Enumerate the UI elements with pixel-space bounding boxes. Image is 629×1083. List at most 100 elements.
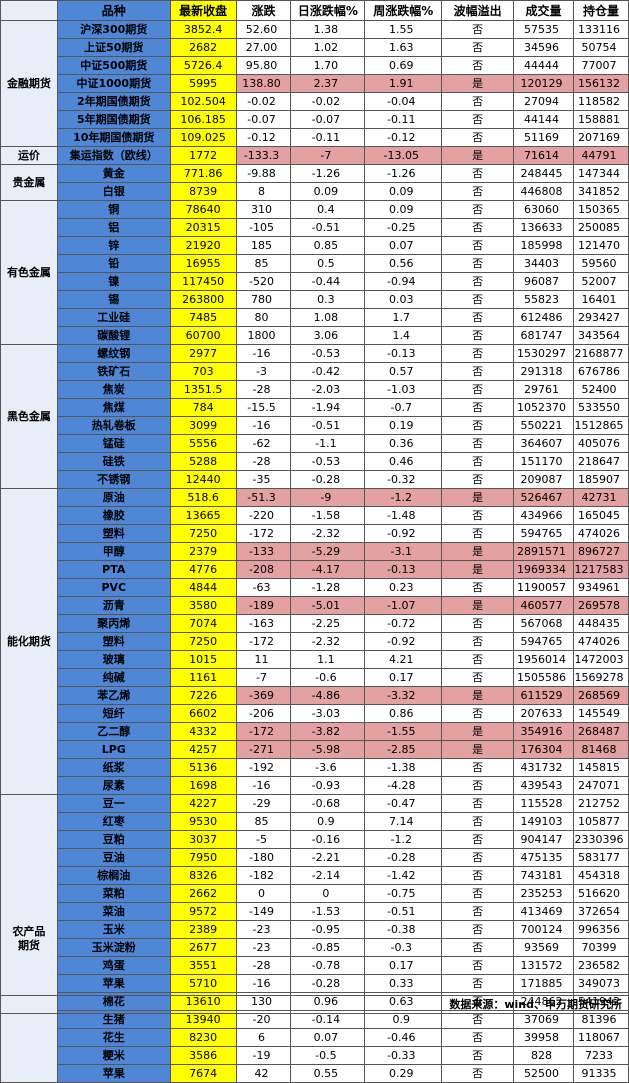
close-cell: 13665 [169, 506, 237, 525]
table-row: 能化期货 原油 518.6 -51.3 -9 -1.2 是 526467 42731 [0, 488, 629, 795]
variety-cell: 原油 [56, 488, 171, 507]
week-pct-cell: -3.32 [364, 686, 443, 705]
change-cell: 1800 [235, 326, 292, 345]
table-row: 不锈钢 12440 -35 -0.28 -0.32 否 209087 185907 [1, 470, 629, 489]
day-pct-cell: 0.3 [290, 290, 366, 309]
volume-cell: 354916 [513, 722, 574, 741]
volume-cell: 44144 [513, 110, 574, 129]
table-row: 纸浆 5136 -192 -3.6 -1.38 否 431732 145815 [1, 758, 629, 777]
section-label: 农产品期货 [0, 794, 58, 1083]
volume-cell: 115528 [513, 794, 574, 813]
table-row: 棕榈油 8326 -182 -2.14 -1.42 否 743181 454318 [1, 866, 629, 885]
week-pct-cell: -0.75 [364, 884, 443, 903]
week-pct-cell: 7.14 [364, 812, 443, 831]
overflow-flag-cell: 否 [441, 1028, 515, 1047]
variety-cell: 玻璃 [56, 650, 171, 669]
variety-cell: 沥青 [56, 596, 171, 615]
close-cell: 78640 [169, 200, 237, 219]
week-pct-cell: 0.69 [364, 56, 443, 75]
open-interest-cell: 2330396 [572, 830, 629, 849]
table-row: 豆油 7950 -180 -2.21 -0.28 否 475135 583177 [1, 848, 629, 867]
table-row: 花生 8230 6 0.07 -0.46 否 39958 118067 [1, 1028, 629, 1047]
close-cell: 2379 [169, 542, 237, 561]
overflow-flag-cell: 否 [441, 434, 515, 453]
change-cell: -23 [235, 938, 292, 957]
table-row: 菜油 9572 -149 -1.53 -0.51 否 413469 372654 [1, 902, 629, 921]
change-cell: 95.80 [235, 56, 292, 75]
open-interest-cell: 133116 [572, 20, 629, 39]
day-pct-cell: 1.02 [290, 38, 366, 57]
open-interest-cell: 1472003 [572, 650, 629, 669]
close-cell: 1698 [169, 776, 237, 795]
week-pct-cell: 0.09 [364, 182, 443, 201]
volume-cell: 364607 [513, 434, 574, 453]
week-pct-cell: -0.3 [364, 938, 443, 957]
table-row: PVC 4844 -63 -1.28 0.23 否 1190057 934961 [1, 578, 629, 597]
change-cell: 52.60 [235, 20, 292, 39]
table-row: 聚丙烯 7074 -163 -2.25 -0.72 否 567068 448435 [1, 614, 629, 633]
open-interest-cell: 293427 [572, 308, 629, 327]
open-interest-cell: 77007 [572, 56, 629, 75]
overflow-flag-cell: 否 [441, 794, 515, 813]
variety-cell: 塑料 [56, 524, 171, 543]
variety-cell: 硅铁 [56, 452, 171, 471]
day-pct-cell: -1.28 [290, 578, 366, 597]
close-cell: 7950 [169, 848, 237, 867]
variety-cell: 尿素 [56, 776, 171, 795]
open-interest-cell: 247071 [572, 776, 629, 795]
volume-cell: 57535 [513, 20, 574, 39]
change-cell: -19 [235, 1046, 292, 1065]
volume-cell: 681747 [513, 326, 574, 345]
change-cell: -208 [235, 560, 292, 579]
close-cell: 20315 [169, 218, 237, 237]
close-cell: 5995 [169, 74, 237, 93]
variety-cell: 粳米 [56, 1046, 171, 1065]
open-interest-cell: 541942 [572, 992, 629, 1011]
close-cell: 3580 [169, 596, 237, 615]
day-pct-cell: -4.17 [290, 560, 366, 579]
overflow-flag-cell: 否 [441, 38, 515, 57]
close-cell: 7226 [169, 686, 237, 705]
close-cell: 2977 [169, 344, 237, 363]
table-row: 白银 8739 8 0.09 0.09 否 446808 341852 [1, 182, 629, 201]
header-open-interest: 持仓量 [572, 0, 629, 21]
change-cell: -35 [235, 470, 292, 489]
day-pct-cell: -0.28 [290, 470, 366, 489]
open-interest-cell: 516620 [572, 884, 629, 903]
week-pct-cell: 0.23 [364, 578, 443, 597]
day-pct-cell: 0.09 [290, 182, 366, 201]
open-interest-cell: 2168877 [572, 344, 629, 363]
open-interest-cell: 341852 [572, 182, 629, 201]
change-cell: -133.3 [235, 146, 292, 165]
change-cell: 6 [235, 1028, 292, 1047]
open-interest-cell: 218647 [572, 452, 629, 471]
close-cell: 1015 [169, 650, 237, 669]
day-pct-cell: -0.51 [290, 416, 366, 435]
table-row: 塑料 7250 -172 -2.32 -0.92 否 594765 474026 [1, 632, 629, 651]
volume-cell: 149103 [513, 812, 574, 831]
close-cell: 4776 [169, 560, 237, 579]
open-interest-cell: 583177 [572, 848, 629, 867]
overflow-flag-cell: 否 [441, 578, 515, 597]
volume-cell: 1190057 [513, 578, 574, 597]
day-pct-cell: -0.85 [290, 938, 366, 957]
change-cell: 27.00 [235, 38, 292, 57]
variety-cell: 10年期国债期货 [56, 128, 171, 147]
open-interest-cell: 934961 [572, 578, 629, 597]
day-pct-cell: -5.29 [290, 542, 366, 561]
open-interest-cell: 44791 [572, 146, 629, 165]
close-cell: 106.185 [169, 110, 237, 129]
variety-cell: 铅 [56, 254, 171, 273]
open-interest-cell: 105877 [572, 812, 629, 831]
open-interest-cell: 349073 [572, 974, 629, 993]
variety-cell: 菜粕 [56, 884, 171, 903]
variety-cell: 中证500期货 [56, 56, 171, 75]
table-row: 乙二醇 4332 -172 -3.82 -1.55 是 354916 268487 [1, 722, 629, 741]
overflow-flag-cell: 否 [441, 920, 515, 939]
open-interest-cell: 185907 [572, 470, 629, 489]
close-cell: 7674 [169, 1064, 237, 1083]
table-row: 玉米 2389 -23 -0.95 -0.38 否 700124 996356 [1, 920, 629, 939]
day-pct-cell: 0.55 [290, 1064, 366, 1083]
table-row: 苹果 5710 -16 -0.28 0.33 否 171885 349073 [1, 974, 629, 993]
